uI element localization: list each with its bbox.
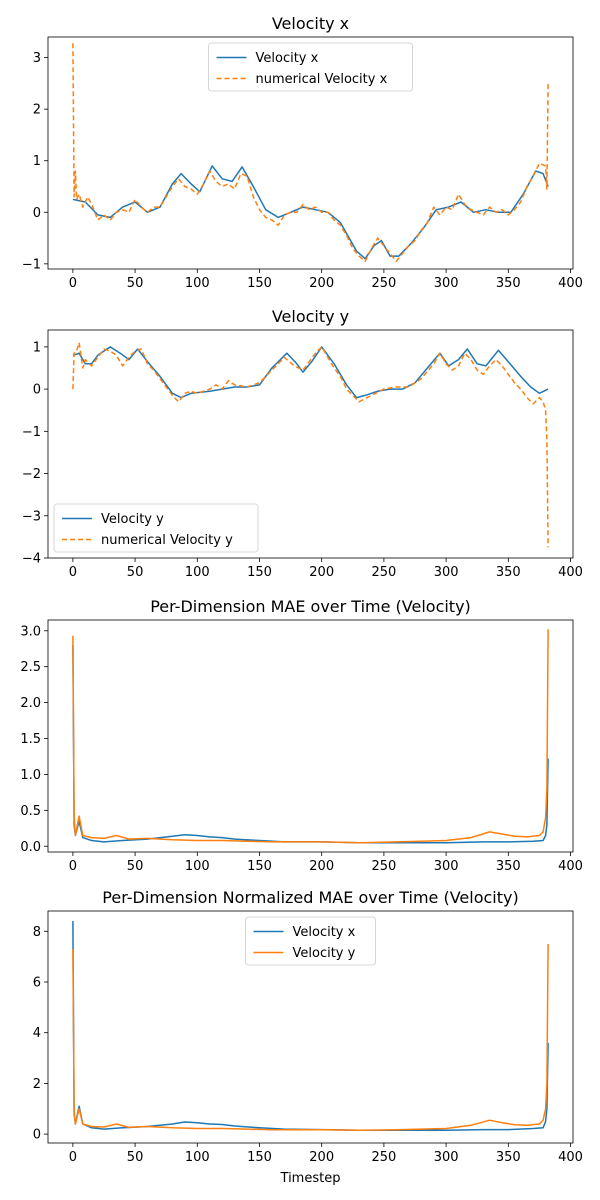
chart-title: Velocity x: [272, 14, 349, 33]
x-axis-label: Timestep: [280, 1171, 341, 1186]
x-tick-label: 250: [371, 565, 396, 580]
chart-title: Per-Dimension Normalized MAE over Time (…: [102, 888, 518, 907]
series-line-2: [72, 943, 549, 1132]
legend-box: [53, 503, 259, 553]
y-tick-label: 2.5: [20, 660, 41, 675]
y-tick-label: 3.0: [20, 624, 41, 639]
x-tick-label: 300: [434, 276, 459, 291]
y-tick-label: 4: [33, 1026, 41, 1041]
x-tick-label: 200: [309, 1150, 334, 1165]
legend: Velocity y numerical Velocity y: [53, 503, 259, 553]
x-tick-label: 100: [185, 1150, 210, 1165]
x-tick-label: 200: [309, 565, 334, 580]
y-tick-label: 1.0: [20, 768, 41, 783]
x-tick-label: 200: [309, 276, 334, 291]
x-tick-label: 300: [434, 859, 459, 874]
x-tick-label: 50: [127, 859, 144, 874]
series-line-1: [72, 645, 549, 844]
y-tick-label: −1: [22, 257, 41, 272]
x-tick-label: 250: [371, 1150, 396, 1165]
y-tick-label: 0: [33, 206, 41, 221]
x-tick-label: 50: [127, 1150, 144, 1165]
series-line-1: [72, 346, 549, 399]
x-tick-label: 0: [69, 276, 77, 291]
y-tick-label: 1.5: [20, 732, 41, 747]
x-tick-label: 150: [247, 1150, 272, 1165]
plot-frame: [47, 619, 574, 853]
x-tick-label: 100: [185, 565, 210, 580]
y-tick-label: −3: [22, 509, 41, 524]
x-tick-label: 250: [371, 859, 396, 874]
y-tick-label: 3: [33, 51, 41, 66]
x-tick-label: 400: [558, 1150, 583, 1165]
legend-label: Velocity y: [293, 946, 356, 961]
x-tick-label: 200: [309, 859, 334, 874]
chart-4: Per-Dimension Normalized MAE over Time (…: [33, 888, 583, 1186]
chart-2: Velocity y 0 50 100 150 200 250 300 350 400 −4 −3 −2…: [22, 307, 583, 580]
y-tick-label: 2: [33, 1077, 41, 1092]
y-tick-label: 0: [33, 1128, 41, 1143]
x-tick-label: 250: [371, 276, 396, 291]
legend: Velocity x numerical Velocity x: [208, 42, 413, 92]
legend-label: Velocity x: [256, 51, 319, 66]
x-tick-label: 350: [496, 565, 521, 580]
legend-label: Velocity y: [101, 512, 164, 527]
series-line-2: [72, 629, 549, 844]
legend-label: numerical Velocity y: [101, 533, 233, 548]
y-tick-label: 8: [33, 925, 41, 940]
chart-title: Per-Dimension MAE over Time (Velocity): [150, 597, 471, 616]
y-tick-label: −1: [22, 425, 41, 440]
plot-frame: [47, 329, 574, 559]
x-tick-label: 350: [496, 1150, 521, 1165]
x-tick-label: 50: [127, 276, 144, 291]
series-line-2: [72, 43, 549, 263]
x-tick-label: 100: [185, 859, 210, 874]
y-tick-label: 2: [33, 103, 41, 118]
legend: Velocity x Velocity y: [245, 916, 376, 966]
y-tick-label: 0.5: [20, 804, 41, 819]
x-tick-label: 400: [558, 565, 583, 580]
x-tick-label: 350: [496, 859, 521, 874]
x-tick-label: 400: [558, 276, 583, 291]
y-tick-label: 1: [33, 340, 41, 355]
x-tick-label: 300: [434, 565, 459, 580]
series-line-2: [72, 341, 549, 548]
plot-frame: [47, 36, 574, 270]
y-tick-label: 6: [33, 975, 41, 990]
x-tick-label: 0: [69, 859, 77, 874]
x-tick-label: 150: [247, 565, 272, 580]
y-tick-label: 1: [33, 154, 41, 169]
legend-label: Velocity x: [293, 925, 356, 940]
x-tick-label: 0: [69, 565, 77, 580]
y-tick-label: 0: [33, 383, 41, 398]
x-tick-label: 50: [127, 565, 144, 580]
chart-1: Velocity x 0 50 100 150 200 250 300 350 400 −1 0 1 2 3…: [22, 14, 583, 291]
x-tick-label: 150: [247, 859, 272, 874]
x-tick-label: 0: [69, 1150, 77, 1165]
x-tick-label: 300: [434, 1150, 459, 1165]
y-tick-label: 2.0: [20, 696, 41, 711]
x-tick-label: 100: [185, 276, 210, 291]
chart-3: Per-Dimension MAE over Time (Velocity) 0 5…: [20, 597, 583, 874]
legend-box: [208, 42, 413, 92]
x-tick-label: 400: [558, 859, 583, 874]
chart-title: Velocity y: [272, 307, 349, 326]
plot-frame: [47, 910, 574, 1144]
x-tick-label: 350: [496, 276, 521, 291]
y-tick-label: −2: [22, 467, 41, 482]
legend-label: numerical Velocity x: [256, 72, 388, 87]
y-tick-label: 0.0: [20, 840, 41, 855]
series-line-1: [72, 165, 549, 260]
y-tick-label: −4: [22, 552, 41, 567]
x-tick-label: 150: [247, 276, 272, 291]
